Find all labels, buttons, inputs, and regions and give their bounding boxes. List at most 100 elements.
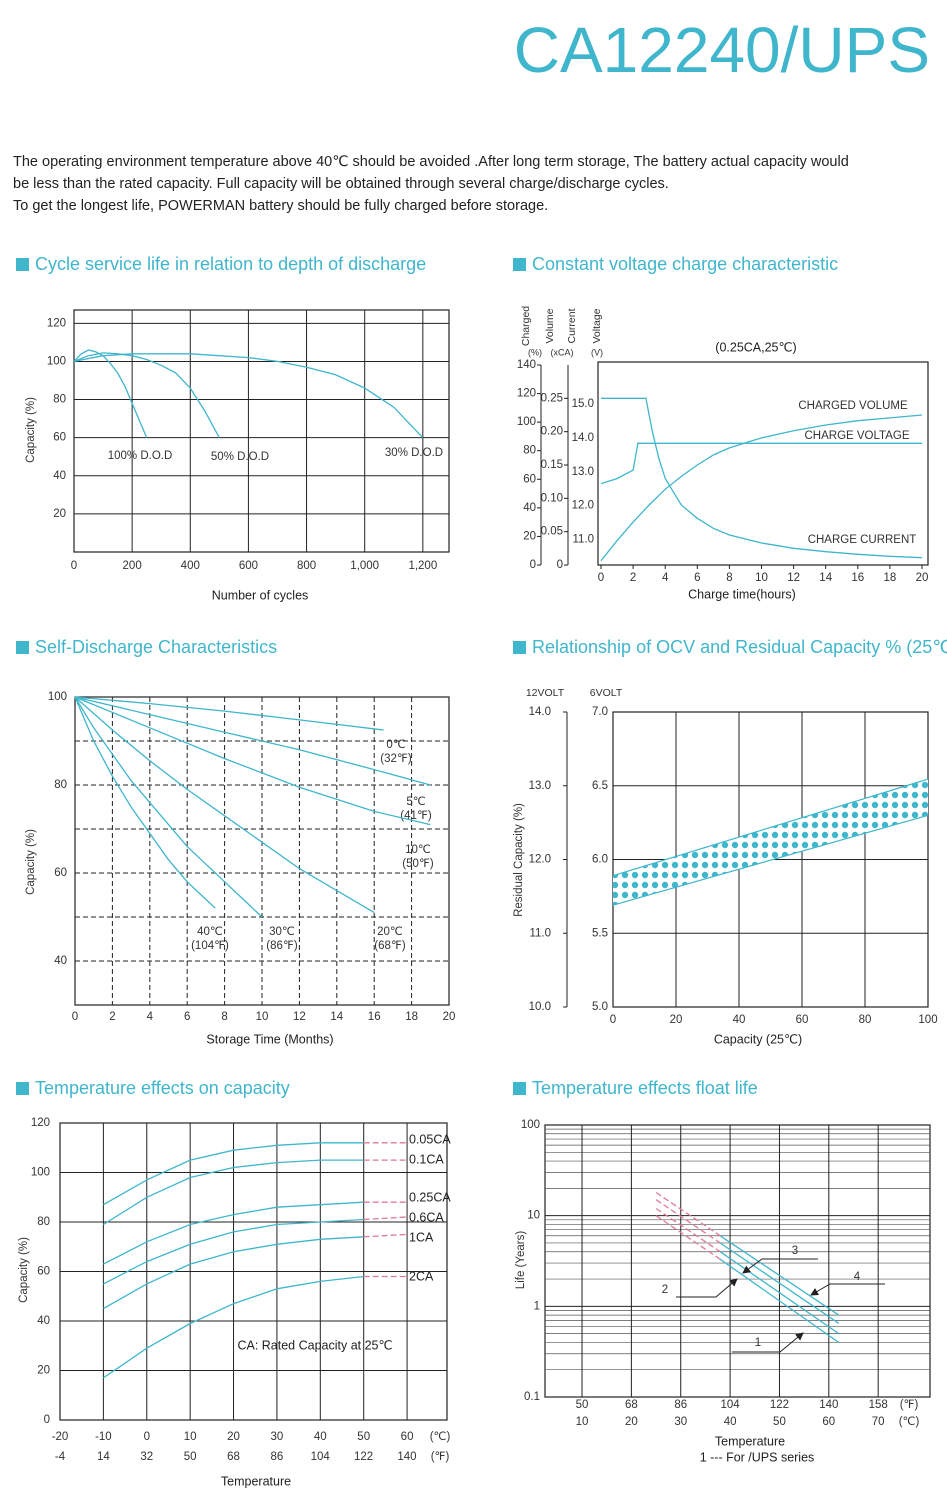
x-tick-label: 400 (181, 560, 200, 572)
series-label: 4 (854, 1271, 861, 1283)
annotation: CA: Rated Capacity at 25℃ (237, 1338, 392, 1352)
y-axis-label: Capacity (%) (18, 1237, 30, 1303)
series-line (74, 696, 431, 826)
chart-title: Temperature effects on capacity (35, 1078, 290, 1098)
x2-tick-label: 50 (184, 1451, 197, 1463)
y-tick-label: 80 (53, 394, 66, 406)
series-line (600, 414, 923, 562)
y-tick-label: 60 (54, 867, 67, 879)
y-tick-label: 100 (31, 1167, 50, 1179)
axis-title: Current (566, 308, 578, 343)
y-tick-label: 11.0 (529, 927, 551, 939)
y-tick-label: 11.0 (572, 534, 594, 546)
x2-tick-label: 86 (674, 1399, 687, 1411)
band-fill (613, 779, 928, 906)
y-tick-label: 0 (557, 559, 563, 571)
y-tick-label: 120 (31, 1117, 50, 1129)
x-tick-label: 16 (851, 572, 864, 584)
x-tick-label: 50 (773, 1416, 786, 1428)
axis-unit: (xCA) (551, 347, 574, 357)
x2-tick-label: 104 (721, 1399, 741, 1411)
y-tick-label: 0.20 (541, 426, 563, 438)
x-tick-label: 1,200 (408, 560, 437, 572)
heading-marker (513, 258, 526, 271)
y-tick-label: 40 (523, 502, 536, 514)
x-tick-label: 0 (598, 572, 604, 584)
x-tick-label: 10 (576, 1416, 589, 1428)
series-label: 1CA (409, 1230, 434, 1244)
intro-line: To get the longest life, POWERMAN batter… (13, 198, 548, 214)
y-tick-label: 40 (54, 955, 67, 967)
label-arrow (742, 1258, 818, 1274)
series-line (103, 1159, 364, 1226)
axis-unit: (℃) (430, 1431, 451, 1443)
x2-tick-label: 68 (227, 1451, 240, 1463)
y-axis-label: Life (Years) (515, 1231, 527, 1290)
x-tick-label: 70 (872, 1416, 885, 1428)
x-tick-label: 80 (859, 1014, 872, 1026)
x2-tick-label: 122 (354, 1451, 373, 1463)
x-tick-label: 1,000 (350, 560, 379, 572)
x-tick-label: 0 (610, 1014, 616, 1026)
series-line (719, 1235, 840, 1316)
x-tick-label: 60 (401, 1431, 414, 1443)
axis-title: Volume (544, 308, 556, 343)
series-line (73, 349, 148, 438)
band-edge (612, 778, 929, 877)
x-tick-label: 50 (357, 1431, 370, 1443)
x-tick-label: 12 (787, 572, 800, 584)
y-tick-label: 100 (521, 1119, 540, 1131)
y-axis-label: Residual Capacity (%) (513, 803, 525, 917)
y-tick-label: 120 (47, 317, 66, 329)
series-label: 1 (755, 1337, 761, 1349)
y-tick-label: 10.0 (529, 1001, 551, 1013)
series-label: 10℃ (405, 844, 431, 856)
series-label: 30℃ (269, 926, 295, 938)
x-tick-label: 0 (72, 1011, 78, 1023)
series-label: 3 (792, 1245, 798, 1257)
chart-title: Temperature effects float life (532, 1078, 758, 1098)
y-tick-label: 14.0 (572, 432, 594, 444)
axis-title: Voltage (591, 308, 603, 343)
label-arrow (732, 1332, 804, 1353)
y-tick-label: 80 (37, 1216, 50, 1228)
heading-marker (16, 258, 29, 271)
label-arrow (810, 1283, 885, 1296)
x2-tick-label: 14 (97, 1451, 110, 1463)
y-tick-label: 15.0 (572, 398, 594, 410)
x-tick-label: 14 (819, 572, 832, 584)
plot-frame (73, 309, 450, 553)
x2-tick-label: 140 (819, 1399, 838, 1411)
x-tick-label: 20 (443, 1011, 456, 1023)
axis-unit: (%) (528, 347, 542, 357)
x-tick-label: 6 (694, 572, 700, 584)
y-tick-label: 0.15 (541, 459, 563, 471)
series-line-extension (655, 1199, 721, 1244)
series-label: 40℃ (197, 926, 223, 938)
x-axis-label: Temperature (221, 1474, 291, 1488)
x-tick-label: 10 (755, 572, 768, 584)
x-axis-label: Number of cycles (212, 588, 309, 602)
x2-tick-label: 158 (869, 1399, 888, 1411)
x-tick-label: 2 (109, 1011, 115, 1023)
axis-unit: (℃) (899, 1416, 920, 1428)
y-tick-label: 100 (517, 416, 536, 428)
y-tick-label: 80 (523, 445, 536, 457)
x-tick-label: 6 (184, 1011, 190, 1023)
series-line (74, 696, 431, 786)
series-label: 2CA (409, 1269, 434, 1283)
axis-title: 6VOLT (590, 687, 623, 699)
series-line (73, 352, 220, 439)
series-line (719, 1242, 840, 1324)
series-line (103, 1218, 364, 1285)
axis-title: Charged (520, 306, 532, 346)
series-line (719, 1251, 840, 1335)
x-tick-label: 18 (405, 1011, 418, 1023)
series-label: 5℃ (406, 796, 425, 808)
x-tick-label: 40 (724, 1416, 737, 1428)
x2-tick-label: 104 (311, 1451, 331, 1463)
x-tick-label: 4 (662, 572, 669, 584)
intro-line: The operating environment temperature ab… (13, 154, 849, 170)
